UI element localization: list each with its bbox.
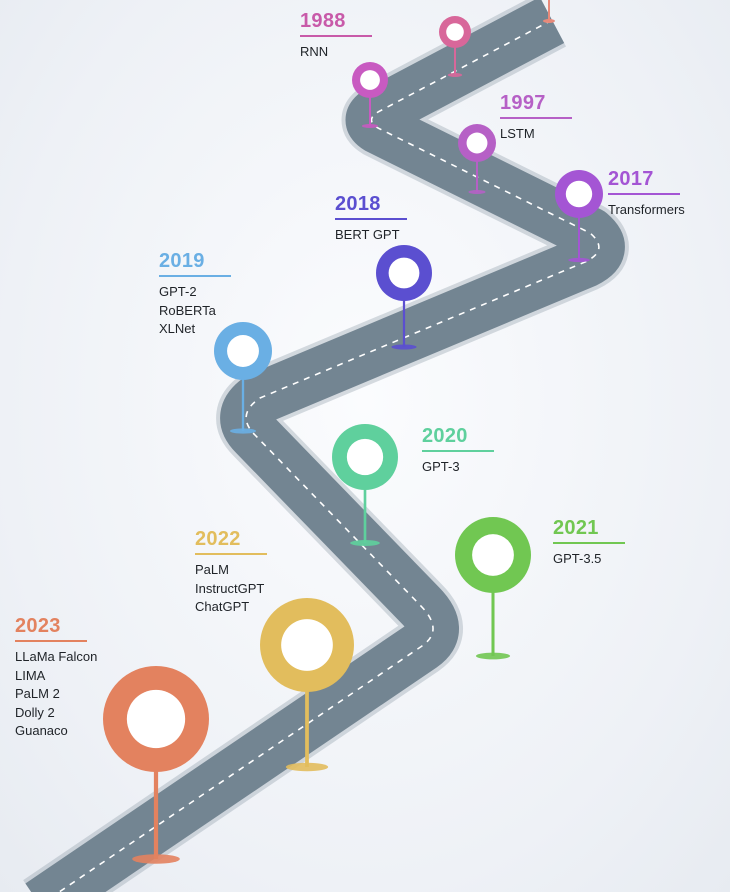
- year-rule-2023: [15, 640, 87, 642]
- pin-1988: [439, 16, 471, 77]
- year-rule-2018: [335, 218, 407, 220]
- model-name: LLaMa Falcon: [15, 649, 98, 664]
- milestone-label-2021: 2021 GPT-3.5: [553, 517, 625, 569]
- milestone-label-1997: 1997 LSTM: [500, 92, 572, 144]
- pin-center-1988b: [360, 70, 380, 90]
- year-2023: 2023: [15, 615, 61, 637]
- pin-center-1997: [466, 132, 488, 154]
- model-name: Dolly 2: [15, 704, 55, 720]
- model-name: Guanaco: [15, 723, 68, 738]
- pin-2020: [332, 424, 398, 546]
- pin-1988b: [352, 62, 388, 128]
- model-name: PaLM: [195, 562, 229, 577]
- year-2020: 2020: [422, 425, 468, 447]
- pin-2017: [555, 170, 603, 263]
- model-name: PaLM 2: [15, 686, 60, 701]
- model-name: GPT-3.5: [553, 551, 602, 566]
- milestone-label-2022: 2022 PaLM InstructGPT ChatGPT: [195, 528, 267, 617]
- model-name: ChatGPT: [195, 599, 250, 614]
- milestone-label-2017: 2017 Transformers: [608, 168, 685, 220]
- milestone-label-2023: 2023 LLaMa Falcon LIMA PaLM 2 Dolly 2 Gu…: [15, 615, 97, 741]
- milestone-label-1988: 1988 RNN: [300, 10, 372, 62]
- model-name: LSTM: [500, 126, 535, 141]
- road-centerline: [57, 19, 600, 892]
- road-shadow: [23, 0, 629, 892]
- year-rule-2022: [195, 553, 267, 555]
- model-name: InstructGPT: [195, 580, 265, 596]
- year-rule-1988: [300, 35, 372, 37]
- markers-layer: [103, 0, 603, 864]
- pin-center-1988: [446, 23, 464, 41]
- road: [23, 0, 629, 892]
- year-2018: 2018: [335, 193, 381, 215]
- road-surface: [25, 0, 625, 892]
- model-name: GPT-3: [422, 459, 460, 474]
- pin-2021: [455, 517, 531, 660]
- year-1997: 1997: [500, 92, 546, 114]
- year-2022: 2022: [195, 528, 241, 550]
- pin-2018: [376, 245, 432, 350]
- year-rule-2020: [422, 450, 494, 452]
- pin-center-2022: [281, 619, 333, 671]
- model-name: RoBERTa: [159, 302, 216, 318]
- year-1988: 1988: [300, 10, 346, 32]
- year-rule-2019: [159, 275, 231, 277]
- year-2017: 2017: [608, 168, 654, 190]
- pin-center-2019: [227, 335, 259, 367]
- year-2019: 2019: [159, 250, 205, 272]
- pin-center-2017: [565, 180, 593, 208]
- year-2021: 2021: [553, 517, 599, 539]
- year-rule-2021: [553, 542, 625, 544]
- pin-1997: [458, 124, 496, 194]
- pin-center-2018: [388, 257, 420, 289]
- year-rule-2017: [608, 193, 680, 195]
- marker-top-base: [543, 19, 555, 23]
- model-name: GPT-2: [159, 284, 197, 299]
- year-rule-1997: [500, 117, 572, 119]
- pin-center-2023: [126, 689, 186, 749]
- model-name: LIMA: [15, 667, 46, 683]
- model-name: RNN: [300, 44, 329, 59]
- milestone-label-2019: 2019 GPT-2 RoBERTa XLNet: [159, 250, 231, 339]
- model-name: Transformers: [608, 202, 685, 217]
- model-name: XLNet: [159, 321, 196, 336]
- model-name: BERT GPT: [335, 227, 400, 242]
- pin-center-2021: [472, 534, 514, 576]
- milestone-label-2020: 2020 GPT-3: [422, 425, 494, 477]
- pin-2023: [103, 666, 209, 864]
- milestone-label-2018: 2018 BERT GPT: [335, 193, 407, 245]
- pin-2022: [260, 598, 354, 772]
- pin-center-2020: [346, 438, 384, 476]
- pin-2019: [214, 322, 272, 434]
